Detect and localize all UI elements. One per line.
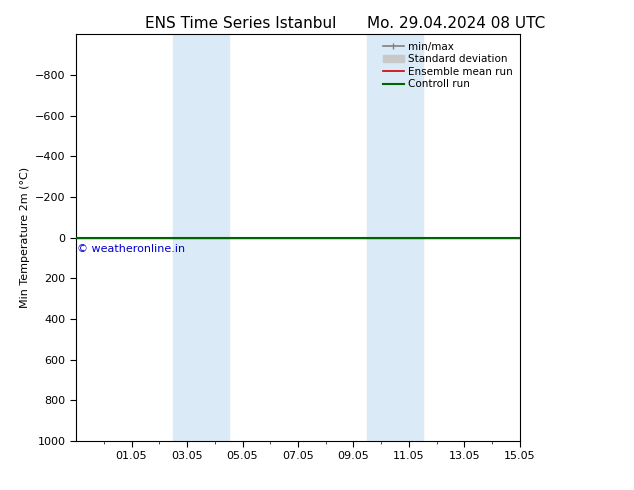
Bar — [395, 34, 423, 441]
Text: © weatheronline.in: © weatheronline.in — [77, 244, 184, 254]
Text: ENS Time Series Istanbul: ENS Time Series Istanbul — [145, 16, 337, 31]
Y-axis label: Min Temperature 2m (°C): Min Temperature 2m (°C) — [20, 167, 30, 308]
Bar — [367, 34, 395, 441]
Bar — [173, 34, 201, 441]
Bar — [201, 34, 229, 441]
Legend: min/max, Standard deviation, Ensemble mean run, Controll run: min/max, Standard deviation, Ensemble me… — [381, 40, 515, 92]
Text: Mo. 29.04.2024 08 UTC: Mo. 29.04.2024 08 UTC — [367, 16, 546, 31]
